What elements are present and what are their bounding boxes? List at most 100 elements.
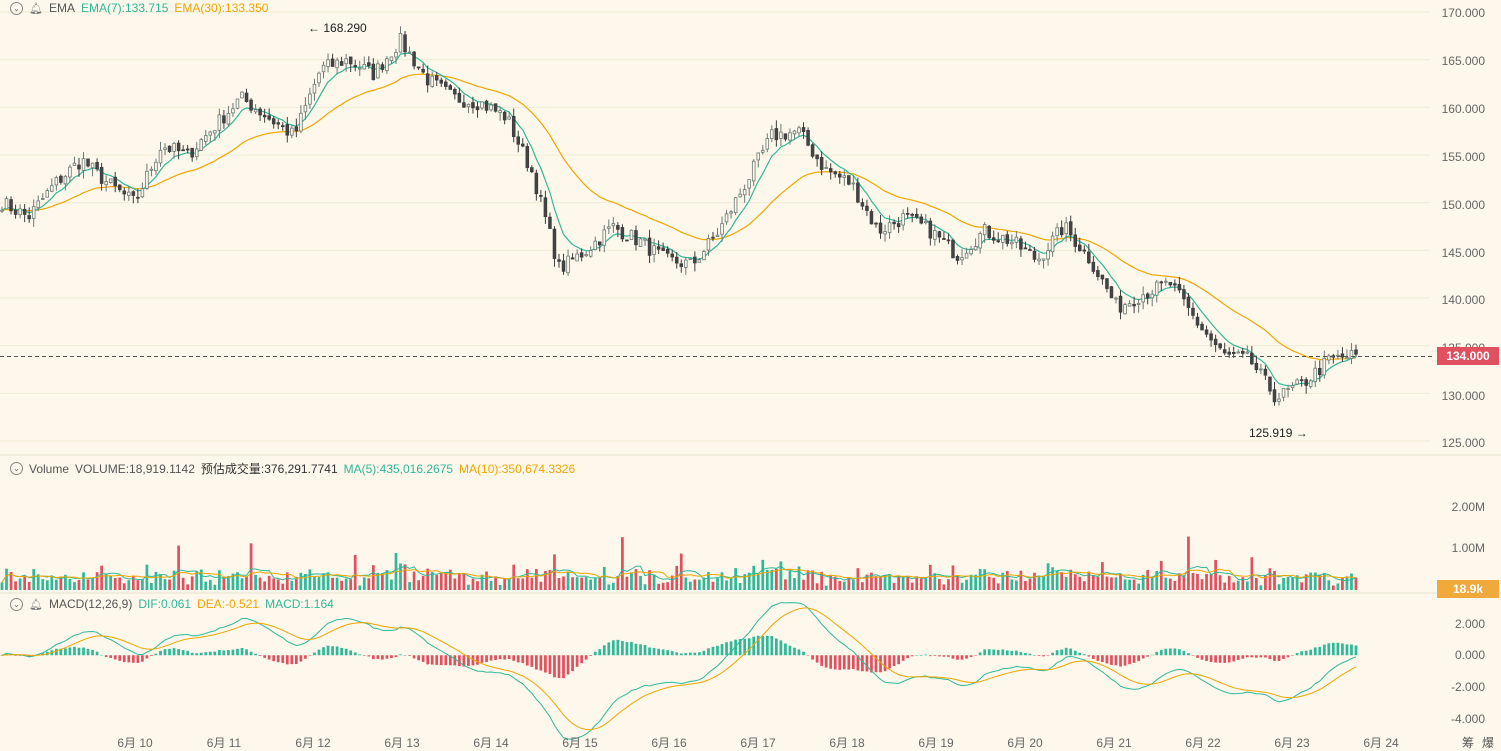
candle-body	[1064, 222, 1068, 235]
candle-body	[1222, 349, 1227, 354]
candle-body	[684, 259, 688, 268]
volume-bar	[806, 570, 810, 590]
volume-bar	[462, 573, 466, 590]
candle-body	[285, 124, 290, 136]
volume-bar	[1091, 575, 1095, 590]
candle-body	[213, 130, 217, 134]
volume-bar	[1019, 570, 1023, 590]
volume-bar	[738, 582, 742, 590]
macd-bar	[227, 650, 230, 656]
volume-bar	[1051, 567, 1054, 590]
volume-bar	[1182, 575, 1186, 590]
macd-bar	[1015, 650, 1018, 656]
x-tick: 6月 23	[1274, 736, 1310, 750]
macd-bar	[313, 652, 316, 656]
macd-bar	[86, 648, 90, 656]
candle-body	[738, 193, 742, 198]
bell-icon[interactable]: 🔔︎	[29, 598, 43, 611]
volume-bar	[458, 573, 461, 590]
macd-bar	[838, 655, 842, 670]
chevron-down-icon[interactable]: ⌄	[10, 462, 23, 475]
macd-bar	[254, 653, 257, 656]
candle-body	[715, 234, 720, 237]
candle-body	[172, 142, 176, 152]
volume-bar	[122, 583, 126, 590]
volume-bar	[376, 572, 380, 590]
volume-bar	[281, 583, 285, 590]
candle-body	[1023, 247, 1028, 250]
candle-body	[77, 164, 81, 170]
candle-body	[801, 127, 806, 133]
macd-bar	[797, 649, 801, 656]
volume-bar	[109, 575, 113, 590]
volume-bar	[842, 581, 846, 590]
volume-bar	[851, 580, 855, 590]
macd-bar	[1331, 642, 1335, 656]
volume-bar	[1191, 572, 1195, 590]
candle-body	[742, 189, 747, 196]
bell-icon[interactable]: 🔔︎	[29, 2, 43, 15]
volume-bar	[100, 565, 103, 590]
candle-body	[36, 200, 40, 209]
candle-body	[448, 85, 453, 90]
macd-bar	[1268, 655, 1272, 660]
volume-bar	[892, 583, 896, 590]
candle-body	[231, 108, 235, 114]
macd-bar	[122, 655, 126, 663]
volume-bar	[1078, 576, 1082, 590]
macd-bar	[983, 649, 987, 656]
candle-body	[774, 128, 779, 141]
liquidation-icon[interactable]: 爆	[1482, 736, 1495, 750]
candle-body	[1354, 349, 1358, 355]
candle-body	[1168, 282, 1173, 286]
macd-bar	[589, 655, 593, 656]
volume-bar	[784, 579, 787, 590]
candle-body	[136, 196, 140, 199]
volume-bar	[1164, 577, 1168, 590]
candle-body	[95, 161, 99, 170]
chevron-down-icon[interactable]: ⌄	[10, 597, 23, 611]
candle-body	[140, 188, 145, 198]
candle-body	[1254, 362, 1259, 371]
macd-bar	[1150, 654, 1154, 656]
macd-bar	[571, 655, 574, 672]
candle-body	[484, 100, 489, 111]
volume-bar	[874, 576, 878, 590]
chevron-down-icon[interactable]: ⌄	[10, 1, 23, 15]
macd-bar	[485, 655, 488, 663]
macd-bar	[272, 655, 276, 662]
candle-body	[294, 126, 299, 132]
macd-bar	[1060, 649, 1064, 656]
volume-bar	[118, 577, 122, 590]
macd-indicator-name[interactable]: MACD(12,26,9)	[48, 597, 133, 611]
ema-indicator-name[interactable]: EMA	[48, 1, 75, 15]
macd-bar	[290, 655, 294, 665]
candle-body	[99, 167, 104, 184]
macd-bar	[648, 647, 651, 656]
volume-bar	[593, 578, 597, 590]
macd-bar	[616, 639, 620, 656]
candle-body	[54, 177, 59, 186]
volume-bar	[95, 572, 99, 590]
volume-bar	[1313, 572, 1317, 590]
volume-bar	[353, 554, 357, 590]
candle-body	[299, 112, 303, 132]
volume-bar	[1264, 575, 1267, 590]
candle-body	[45, 190, 50, 198]
macd-bar	[702, 650, 706, 656]
candle-body	[892, 221, 896, 225]
chip-distribution-icon[interactable]: 筹	[1462, 736, 1475, 750]
volume-bar	[630, 572, 633, 590]
macd-bar	[14, 655, 17, 656]
candle-body	[1286, 388, 1290, 391]
volume-bar	[222, 576, 226, 590]
candle-body	[847, 175, 851, 185]
candle-body	[878, 222, 883, 234]
macd-bar	[1300, 651, 1304, 656]
macd-bar	[136, 655, 140, 663]
volume-bar	[1245, 581, 1249, 590]
macd-bar	[516, 655, 520, 663]
macd-bar	[716, 645, 719, 656]
volume-indicator-name[interactable]: Volume	[29, 461, 70, 476]
